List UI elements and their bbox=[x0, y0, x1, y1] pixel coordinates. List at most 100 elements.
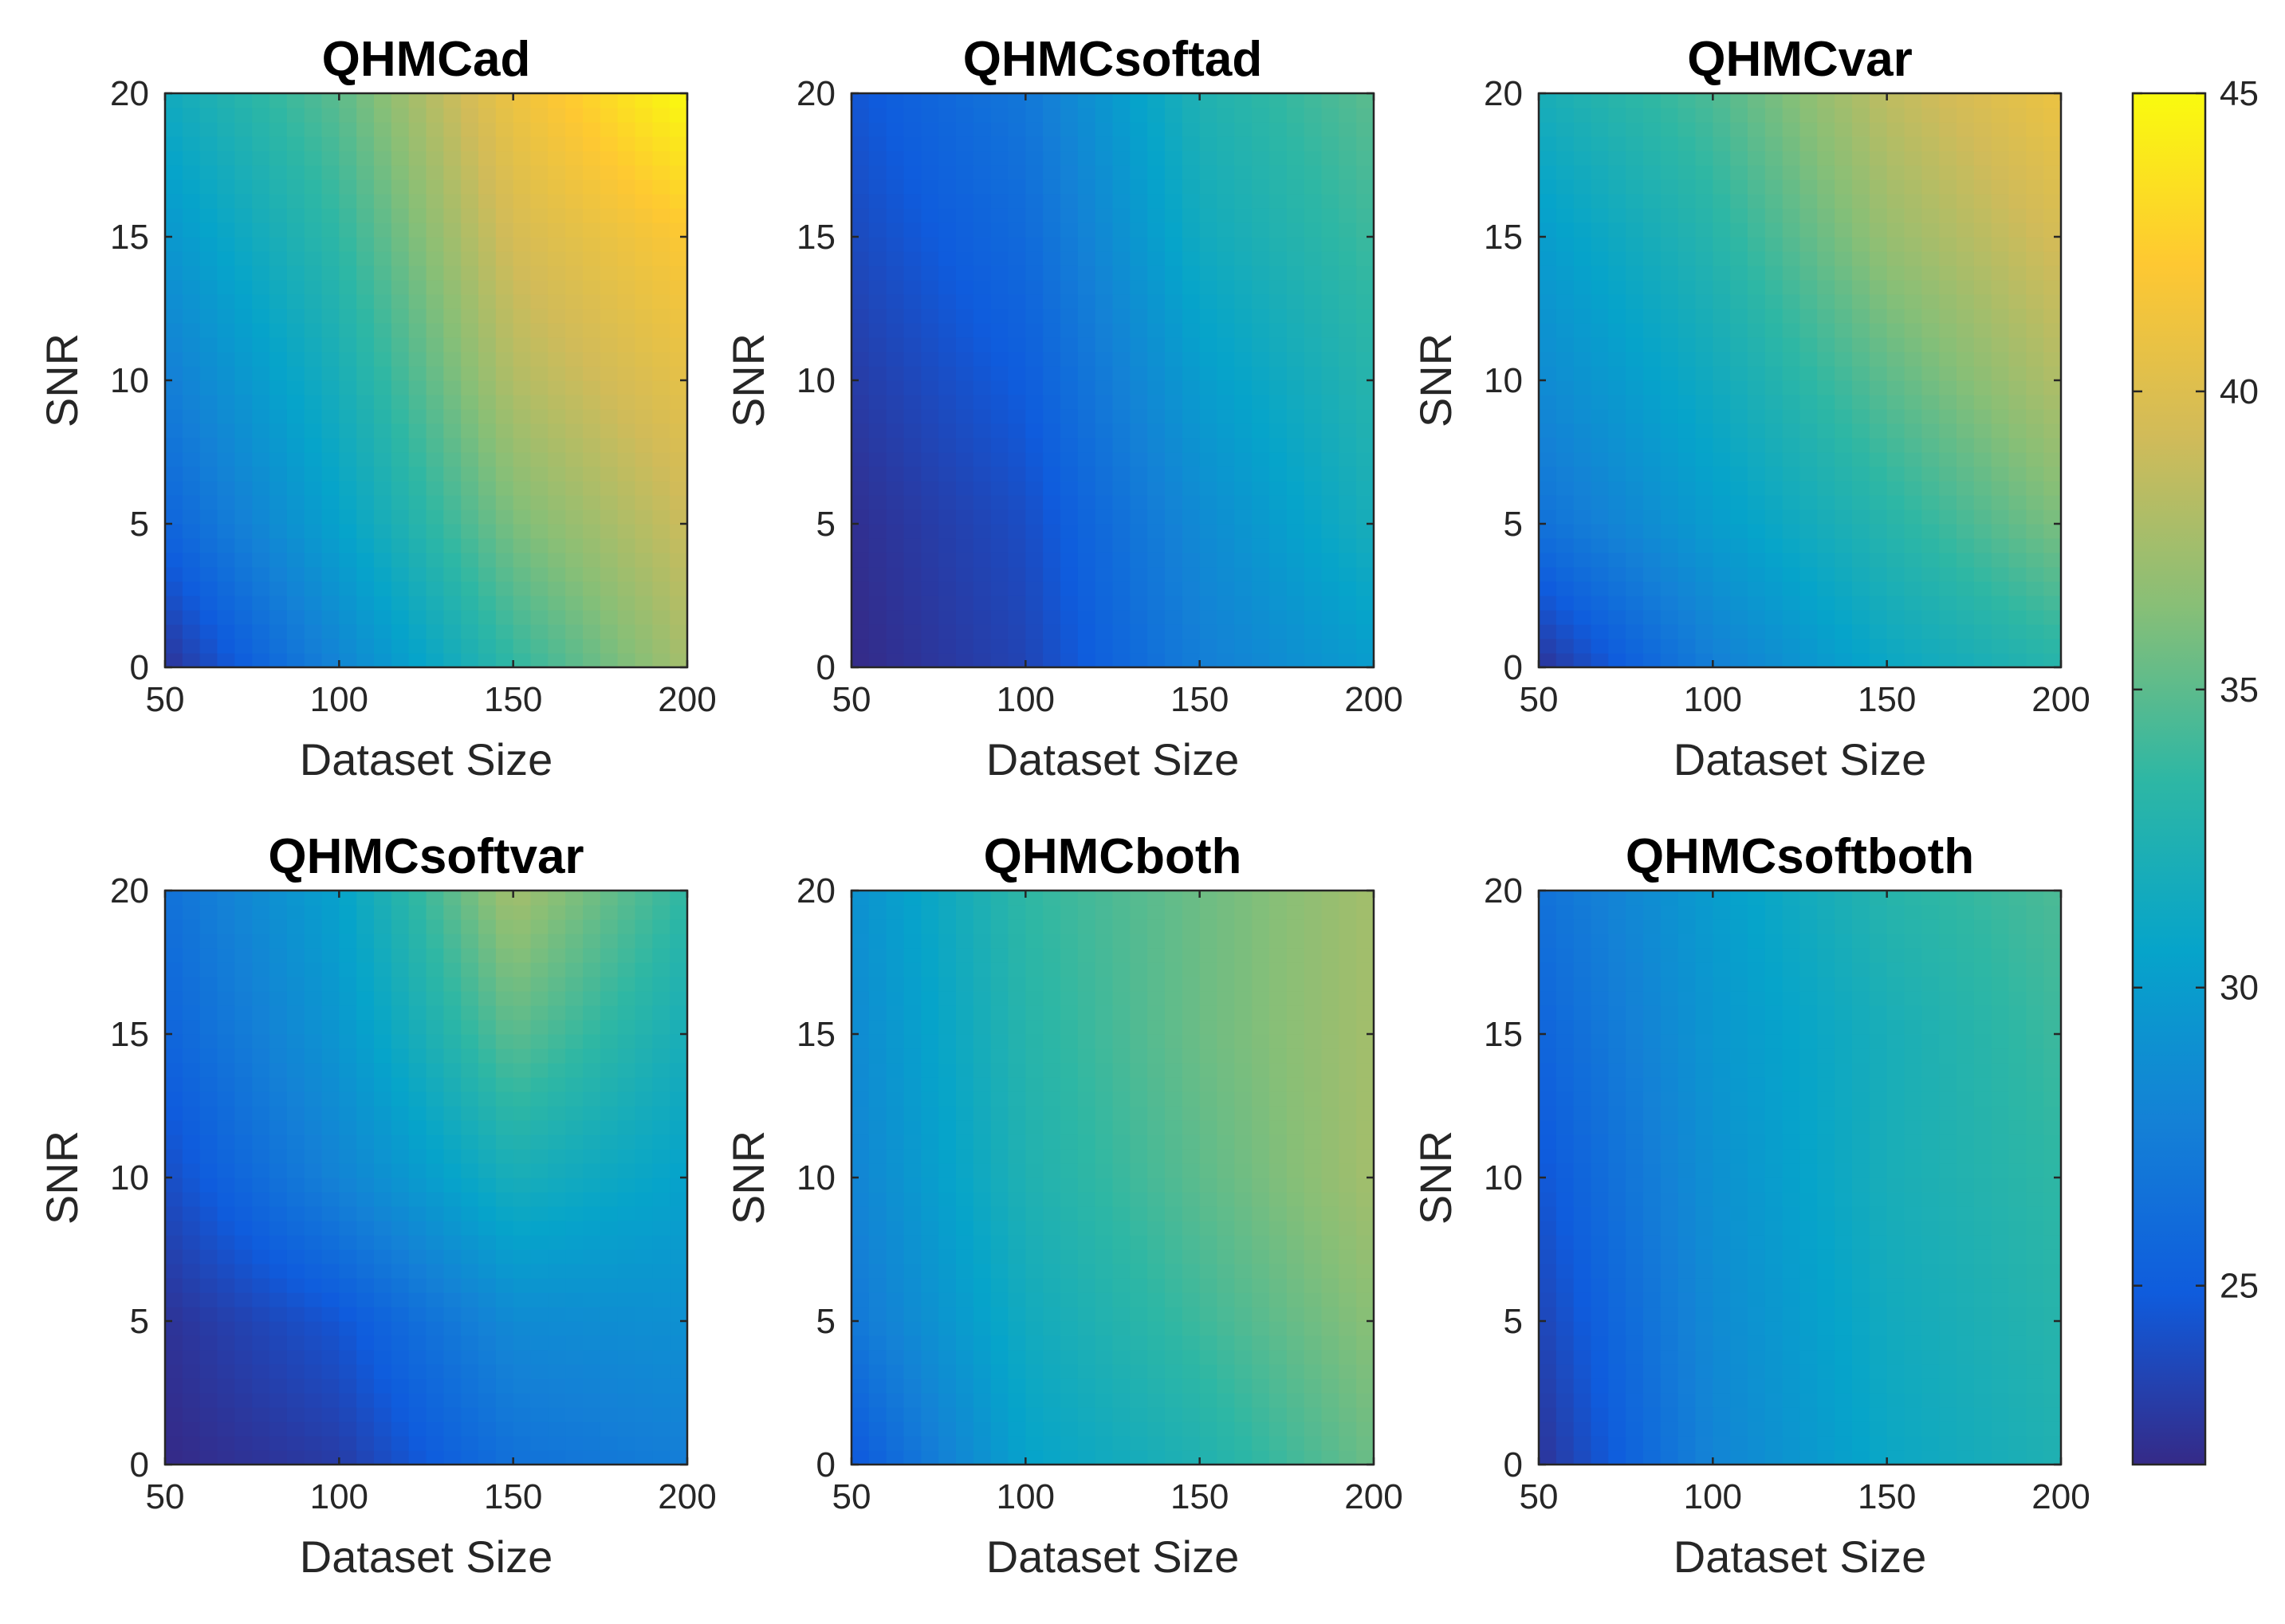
heatmap-cell bbox=[990, 481, 1009, 496]
heatmap-cell bbox=[583, 1063, 601, 1078]
heatmap-cell bbox=[1973, 452, 1992, 467]
heatmap-cell bbox=[2008, 222, 2027, 238]
heatmap-cell bbox=[652, 1192, 671, 1207]
heatmap-cell bbox=[339, 1005, 357, 1020]
heatmap-cell bbox=[1147, 596, 1166, 611]
heatmap-cell bbox=[635, 1235, 653, 1250]
heatmap-cell bbox=[1713, 380, 1731, 395]
heatmap-cell bbox=[478, 1364, 497, 1379]
heatmap-cell bbox=[886, 380, 905, 395]
heatmap-cell bbox=[1573, 639, 1592, 654]
heatmap-cell bbox=[921, 352, 939, 367]
heatmap-cell bbox=[1269, 251, 1288, 266]
heatmap-cell bbox=[461, 1005, 479, 1020]
heatmap-cell bbox=[199, 1235, 218, 1250]
heatmap-cell bbox=[1304, 366, 1323, 381]
heatmap-cell bbox=[199, 265, 218, 281]
heatmap-cell bbox=[600, 294, 619, 309]
heatmap-cell bbox=[903, 438, 922, 453]
heatmap-cell bbox=[339, 423, 357, 438]
heatmap-cell bbox=[1695, 481, 1713, 496]
heatmap-cell bbox=[617, 1278, 636, 1293]
heatmap-cell bbox=[1356, 165, 1375, 180]
heatmap-cell bbox=[199, 1264, 218, 1279]
x-tick-label: 50 bbox=[832, 680, 871, 719]
heatmap-cell bbox=[1957, 495, 1975, 510]
heatmap-cell bbox=[461, 639, 479, 654]
heatmap-cell bbox=[635, 1292, 653, 1307]
heatmap-cell bbox=[530, 337, 549, 352]
heatmap-cell bbox=[461, 1163, 479, 1178]
heatmap-cell bbox=[1852, 624, 1870, 639]
heatmap-cell bbox=[495, 1278, 514, 1293]
heatmap-cell bbox=[1869, 165, 1888, 180]
heatmap-cell bbox=[1764, 352, 1784, 367]
heatmap-cell bbox=[286, 1249, 305, 1264]
heatmap-cell bbox=[2043, 438, 2062, 453]
heatmap-cell bbox=[868, 1335, 887, 1351]
heatmap-cell bbox=[1973, 179, 1992, 195]
heatmap-cell bbox=[530, 1307, 549, 1322]
y-tick-label: 20 bbox=[110, 871, 149, 910]
heatmap-cell bbox=[1165, 222, 1183, 238]
heatmap-cell bbox=[1782, 323, 1801, 338]
heatmap-cell bbox=[973, 495, 992, 510]
heatmap-cell bbox=[234, 466, 253, 482]
heatmap-cell bbox=[269, 1235, 288, 1250]
heatmap-cell bbox=[1852, 524, 1870, 539]
heatmap-cell bbox=[165, 423, 183, 438]
heatmap-cell bbox=[548, 208, 566, 223]
heatmap-cell bbox=[443, 93, 462, 108]
heatmap-cell bbox=[199, 122, 218, 137]
heatmap-cell bbox=[443, 466, 462, 482]
heatmap-cell bbox=[530, 581, 549, 596]
heatmap-cell bbox=[617, 481, 636, 496]
heatmap-cell bbox=[1782, 596, 1801, 611]
heatmap-cell bbox=[868, 409, 887, 424]
heatmap-cell bbox=[461, 567, 479, 582]
heatmap-cell bbox=[269, 136, 288, 151]
heatmap-cell bbox=[443, 495, 462, 510]
heatmap-cell bbox=[851, 151, 870, 166]
heatmap-cell bbox=[1939, 567, 1957, 582]
x-tick-label: 100 bbox=[997, 680, 1055, 719]
heatmap-cell bbox=[269, 919, 288, 934]
heatmap-cell bbox=[1835, 309, 1853, 324]
heatmap-cell bbox=[1626, 179, 1644, 195]
heatmap-cell bbox=[217, 1378, 235, 1394]
heatmap-cell bbox=[1591, 194, 1609, 209]
heatmap-cell bbox=[548, 1149, 566, 1164]
heatmap-cell bbox=[1991, 366, 2010, 381]
heatmap-cell bbox=[1608, 639, 1626, 654]
heatmap-cell bbox=[1713, 194, 1731, 209]
heatmap-cell bbox=[530, 366, 549, 381]
heatmap-cell bbox=[938, 294, 957, 309]
heatmap-cell bbox=[1677, 366, 1697, 381]
heatmap-cell bbox=[461, 1077, 479, 1092]
heatmap-cell bbox=[565, 596, 584, 611]
heatmap-cell bbox=[495, 1221, 514, 1236]
heatmap-cell bbox=[617, 1321, 636, 1336]
heatmap-cell bbox=[217, 222, 235, 238]
heatmap-cell bbox=[635, 222, 653, 238]
heatmap-cell bbox=[1782, 395, 1801, 410]
heatmap-cell bbox=[391, 438, 410, 453]
heatmap-cell bbox=[635, 323, 653, 338]
heatmap-cell bbox=[1973, 495, 1992, 510]
heatmap-cell bbox=[670, 108, 688, 123]
heatmap-cell bbox=[321, 891, 340, 906]
heatmap-cell bbox=[252, 423, 270, 438]
heatmap-cell bbox=[1165, 237, 1183, 252]
heatmap-cell bbox=[513, 581, 532, 596]
heatmap-cell bbox=[234, 639, 253, 654]
heatmap-cell bbox=[548, 151, 566, 166]
heatmap-cell bbox=[495, 1134, 514, 1150]
heatmap-cell bbox=[1112, 280, 1131, 295]
heatmap-cell bbox=[1677, 136, 1697, 151]
heatmap-cell bbox=[921, 624, 939, 639]
heatmap-cell bbox=[1939, 280, 1957, 295]
heatmap-cell bbox=[1677, 495, 1697, 510]
heatmap-cell bbox=[182, 194, 201, 209]
heatmap-cell bbox=[1817, 423, 1835, 438]
heatmap-cell bbox=[956, 409, 974, 424]
